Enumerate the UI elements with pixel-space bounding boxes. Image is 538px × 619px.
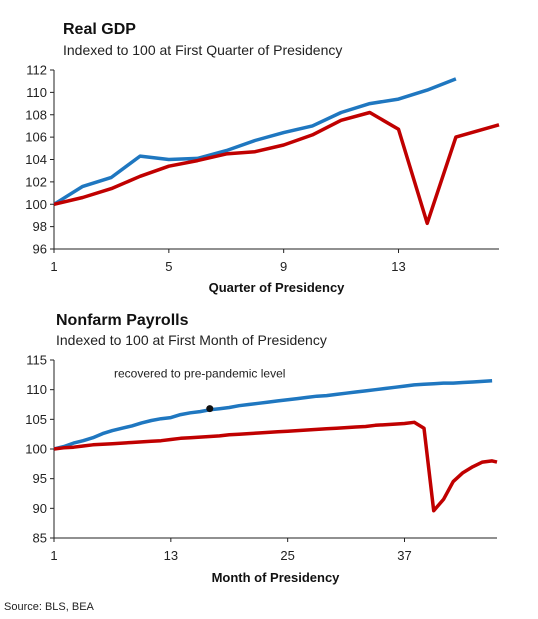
source-note: Source: BLS, BEA: [4, 601, 94, 613]
gdp-y-tick-label: 96: [33, 242, 47, 257]
payrolls-y-tick-label: 95: [33, 471, 47, 486]
payrolls-y-tick-label: 85: [33, 531, 47, 546]
gdp-series-1-line: [53, 77, 457, 206]
payrolls-x-tick-label: 25: [280, 548, 294, 563]
gdp-y-tick-label: 98: [33, 219, 47, 234]
payrolls-y-tick-label: 110: [26, 382, 47, 397]
payrolls-y-tick-label: 115: [26, 353, 47, 368]
gdp-y-tick-label: 100: [25, 197, 47, 212]
gdp-y-tick-label: 110: [26, 85, 47, 100]
payrolls-y-tick-label: 90: [33, 501, 47, 516]
payrolls-chart-title: Nonfarm Payrolls: [56, 312, 189, 329]
gdp-y-tick-label: 102: [25, 174, 47, 189]
payrolls-x-axis-title: Month of Presidency: [212, 570, 341, 585]
payrolls-annotation-label: recovered to pre-pandemic level: [114, 367, 285, 381]
payrolls-series-1-line: [53, 379, 493, 451]
gdp-chart-title: Real GDP: [63, 21, 136, 38]
payrolls-y-tick-label: 105: [25, 412, 47, 427]
payrolls-x-tick-label: 1: [50, 548, 57, 563]
payrolls-x-tick-label: 37: [397, 548, 411, 563]
gdp-x-tick-label: 9: [280, 259, 287, 274]
gdp-x-tick-label: 5: [165, 259, 172, 274]
gdp-y-tick-label: 112: [26, 63, 47, 78]
gdp-y-tick-label: 108: [25, 107, 47, 122]
gdp-y-tick-label: 106: [25, 130, 47, 145]
gdp-x-axis-title: Quarter of Presidency: [209, 280, 346, 295]
gdp-x-tick-label: 1: [50, 259, 57, 274]
gdp-x-tick-label: 13: [391, 259, 405, 274]
payrolls-chart-subtitle: Indexed to 100 at First Month of Preside…: [56, 332, 327, 348]
payrolls-annotation-marker: [206, 405, 214, 413]
payrolls-y-tick-label: 100: [25, 442, 47, 457]
payrolls-x-tick-label: 13: [164, 548, 178, 563]
gdp-y-tick-label: 104: [25, 152, 47, 167]
gdp-chart-subtitle: Indexed to 100 at First Quarter of Presi…: [63, 42, 343, 58]
payrolls-series-2-line: [53, 420, 498, 513]
gdp-chart: 96 98 100 102 104 106 108 110 112 1 5 9 13 Quarter of…: [25, 63, 500, 295]
gdp-series-2-line: [53, 110, 500, 226]
